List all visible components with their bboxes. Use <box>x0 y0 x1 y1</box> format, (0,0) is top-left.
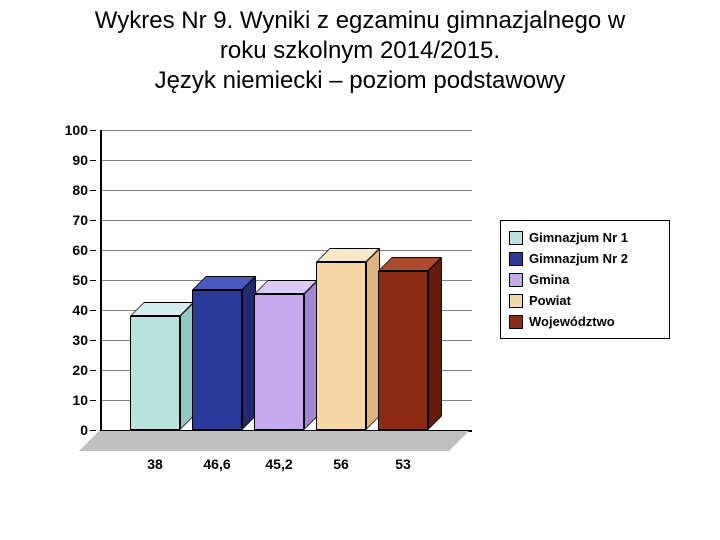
y-tick: 30 <box>40 332 88 348</box>
bar-front <box>254 294 304 430</box>
y-tick: 80 <box>40 182 88 198</box>
y-tick: 40 <box>40 302 88 318</box>
bars-layer <box>100 130 470 430</box>
bar <box>130 302 194 430</box>
legend-item: Województwo <box>509 311 661 332</box>
legend-label: Powiat <box>529 293 571 308</box>
title-line-1: Wykres Nr 9. Wyniki z egzaminu gimnazjal… <box>95 7 625 34</box>
x-label: 45,2 <box>265 456 292 472</box>
legend: Gimnazjum Nr 1 Gimnazjum Nr 2 Gmina Powiat W… <box>500 220 670 339</box>
y-tick: 20 <box>40 362 88 378</box>
y-tick: 50 <box>40 272 88 288</box>
y-tick: 90 <box>40 152 88 168</box>
x-label: 38 <box>147 456 163 472</box>
y-tick: 10 <box>40 392 88 408</box>
x-axis-labels: 38 46,6 45,2 56 53 <box>100 456 470 480</box>
bar-front <box>192 290 242 430</box>
legend-swatch <box>509 273 523 287</box>
bar-side <box>428 257 442 430</box>
x-label: 56 <box>333 456 349 472</box>
legend-item: Powiat <box>509 290 661 311</box>
title-line-2: roku szkolnym 2014/2015. <box>220 37 500 64</box>
title-line-3: Język niemiecki – poziom podstawowy <box>155 67 566 94</box>
chart: 0102030405060708090100 3846,645,25653 Gi… <box>40 130 680 510</box>
y-tick: 0 <box>40 422 88 438</box>
legend-swatch <box>509 294 523 308</box>
legend-label: Województwo <box>529 314 615 329</box>
legend-label: Gimnazjum Nr 1 <box>529 230 628 245</box>
bar <box>192 276 256 430</box>
legend-swatch <box>509 252 523 266</box>
y-tick: 70 <box>40 212 88 228</box>
legend-label: Gimnazjum Nr 2 <box>529 251 628 266</box>
legend-item: Gimnazjum Nr 2 <box>509 248 661 269</box>
bar-front <box>130 316 180 430</box>
bar <box>254 280 318 430</box>
x-label: 46,6 <box>203 456 230 472</box>
plot-floor <box>79 430 470 451</box>
bar <box>378 257 442 430</box>
y-tick: 60 <box>40 242 88 258</box>
slide-title: Wykres Nr 9. Wyniki z egzaminu gimnazjal… <box>40 6 680 96</box>
bar <box>316 248 380 430</box>
bar-front <box>378 271 428 430</box>
legend-swatch <box>509 231 523 245</box>
legend-label: Gmina <box>529 272 569 287</box>
y-axis: 0102030405060708090100 <box>40 130 100 430</box>
legend-swatch <box>509 315 523 329</box>
slide: { "title_line1": "Wykres Nr 9. Wyniki z … <box>0 0 720 540</box>
legend-item: Gmina <box>509 269 661 290</box>
x-label: 53 <box>395 456 411 472</box>
bar-front <box>316 262 366 430</box>
y-tick: 100 <box>40 122 88 138</box>
legend-item: Gimnazjum Nr 1 <box>509 227 661 248</box>
